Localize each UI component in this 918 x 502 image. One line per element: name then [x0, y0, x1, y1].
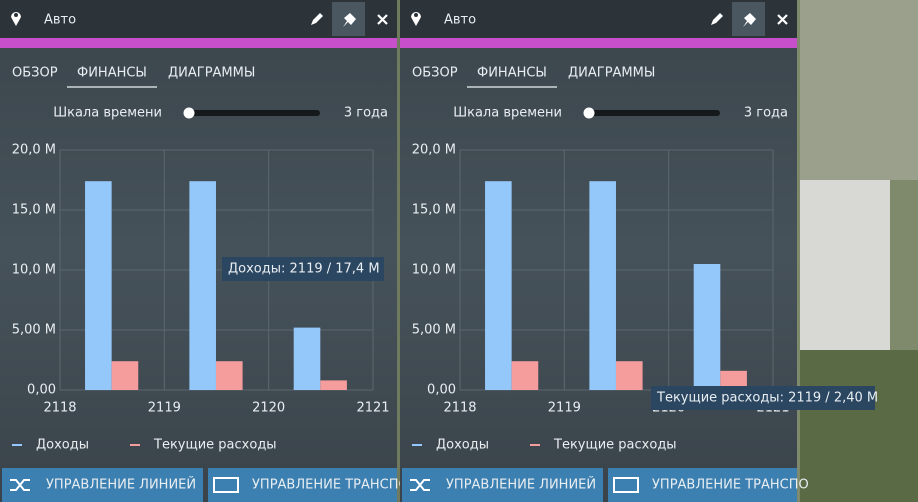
legend-label: Текущие расходы: [553, 438, 677, 453]
x-tick-label: 2119: [148, 401, 181, 416]
button[interactable]: УПРАВЛЕНИЕ ЛИНИЕЙ: [2, 468, 203, 502]
header: [0, 0, 397, 38]
y-tick-label: 20,0 M: [12, 143, 56, 158]
panel-title: Авто: [444, 13, 476, 28]
button-icon: [213, 477, 239, 493]
bar: [511, 361, 539, 390]
bar: [293, 327, 321, 390]
tab[interactable]: ДИАГРАММЫ: [568, 66, 655, 81]
pin-icon: [743, 13, 756, 27]
slider-label: Шкала времени: [453, 106, 562, 121]
bar: [85, 181, 112, 390]
y-tick-label: 15,0 M: [412, 203, 456, 218]
bar: [111, 361, 139, 390]
legend-label: Доходы: [36, 438, 89, 453]
x-tick-label: 2120: [252, 401, 285, 416]
y-tick-label: 5,00 M: [412, 323, 456, 338]
button-bg: [208, 468, 397, 502]
legend-label: Доходы: [436, 438, 489, 453]
slider-value: 3 года: [344, 106, 388, 121]
button-icon: [10, 479, 30, 491]
slider-handle[interactable]: [583, 107, 595, 119]
y-tick-label: 15,0 M: [12, 203, 56, 218]
bar: [615, 361, 643, 390]
tooltip-bg: [651, 386, 875, 410]
button-label: УПРАВЛЕНИЕ ТРАНСПО: [252, 478, 409, 493]
bar: [693, 264, 721, 390]
tab[interactable]: ОБЗОР: [12, 66, 58, 81]
x-tick-label: 2118: [43, 401, 76, 416]
button-bg: [608, 468, 797, 502]
button-bg: [2, 468, 203, 502]
edit-icon[interactable]: [711, 13, 723, 25]
color-bar: [0, 38, 397, 48]
button[interactable]: УПРАВЛЕНИЕ ЛИНИЕЙ: [402, 468, 603, 502]
button-label: УПРАВЛЕНИЕ ТРАНСПО: [652, 478, 809, 493]
slider-handle[interactable]: [183, 107, 195, 119]
location-icon: [411, 12, 421, 26]
location-dot: [414, 13, 418, 17]
bar: [189, 181, 216, 390]
button[interactable]: УПРАВЛЕНИЕ ТРАНСПО: [208, 468, 409, 502]
y-tick-label: 20,0 M: [412, 143, 456, 158]
building: [800, 180, 890, 350]
x-tick-label: 2118: [443, 401, 476, 416]
road: [800, 0, 918, 180]
y-tick-label: 10,0 M: [412, 263, 456, 278]
tab[interactable]: ФИНАНСЫ: [477, 66, 547, 81]
button-bg: [402, 468, 603, 502]
bar: [589, 181, 616, 390]
slider-track[interactable]: [186, 110, 320, 116]
header: [400, 0, 797, 38]
y-tick-label: 5,00 M: [12, 323, 56, 338]
close-icon[interactable]: [377, 14, 388, 25]
button-label: УПРАВЛЕНИЕ ЛИНИЕЙ: [446, 477, 596, 493]
x-tick-label: 2119: [548, 401, 581, 416]
edit-icon[interactable]: [311, 13, 323, 25]
bar: [720, 370, 747, 390]
slider-track[interactable]: [586, 110, 720, 116]
tooltip: Доходы: 2119 / 17,4 M: [228, 262, 380, 277]
y-tick-label: 10,0 M: [12, 263, 56, 278]
panel-title: Авто: [44, 13, 76, 28]
grass: [800, 350, 918, 502]
button-icon: [410, 479, 430, 491]
legend-label: Текущие расходы: [153, 438, 277, 453]
tooltip: Текущие расходы: 2119 / 2,40 M: [656, 391, 878, 406]
bar: [320, 380, 347, 390]
tooltip-bg: [222, 257, 384, 281]
bar: [485, 181, 512, 390]
close-icon[interactable]: [777, 14, 788, 25]
slider-label: Шкала времени: [53, 106, 162, 121]
panel: Авто ОБЗОР ФИНАНСЫ ДИАГРАММЫ Шкала времени 3 …: [400, 0, 809, 502]
slider-value: 3 года: [744, 106, 788, 121]
button-icon: [613, 477, 639, 493]
panel: Авто ОБЗОР ФИНАНСЫ ДИАГРАММЫ Шкала времени 3 …: [0, 0, 409, 502]
button[interactable]: УПРАВЛЕНИЕ ТРАНСПО: [608, 468, 809, 502]
pin-icon: [343, 13, 356, 27]
location-icon: [11, 12, 21, 26]
location-dot: [14, 13, 18, 17]
x-tick-label: 2121: [356, 401, 389, 416]
tab[interactable]: ДИАГРАММЫ: [168, 66, 255, 81]
button-label: УПРАВЛЕНИЕ ЛИНИЕЙ: [46, 477, 196, 493]
color-bar: [400, 38, 797, 48]
y-tick-label: 0,00: [27, 383, 56, 398]
bar: [215, 361, 243, 390]
tab[interactable]: ОБЗОР: [412, 66, 458, 81]
tab[interactable]: ФИНАНСЫ: [77, 66, 147, 81]
y-tick-label: 0,00: [427, 383, 456, 398]
